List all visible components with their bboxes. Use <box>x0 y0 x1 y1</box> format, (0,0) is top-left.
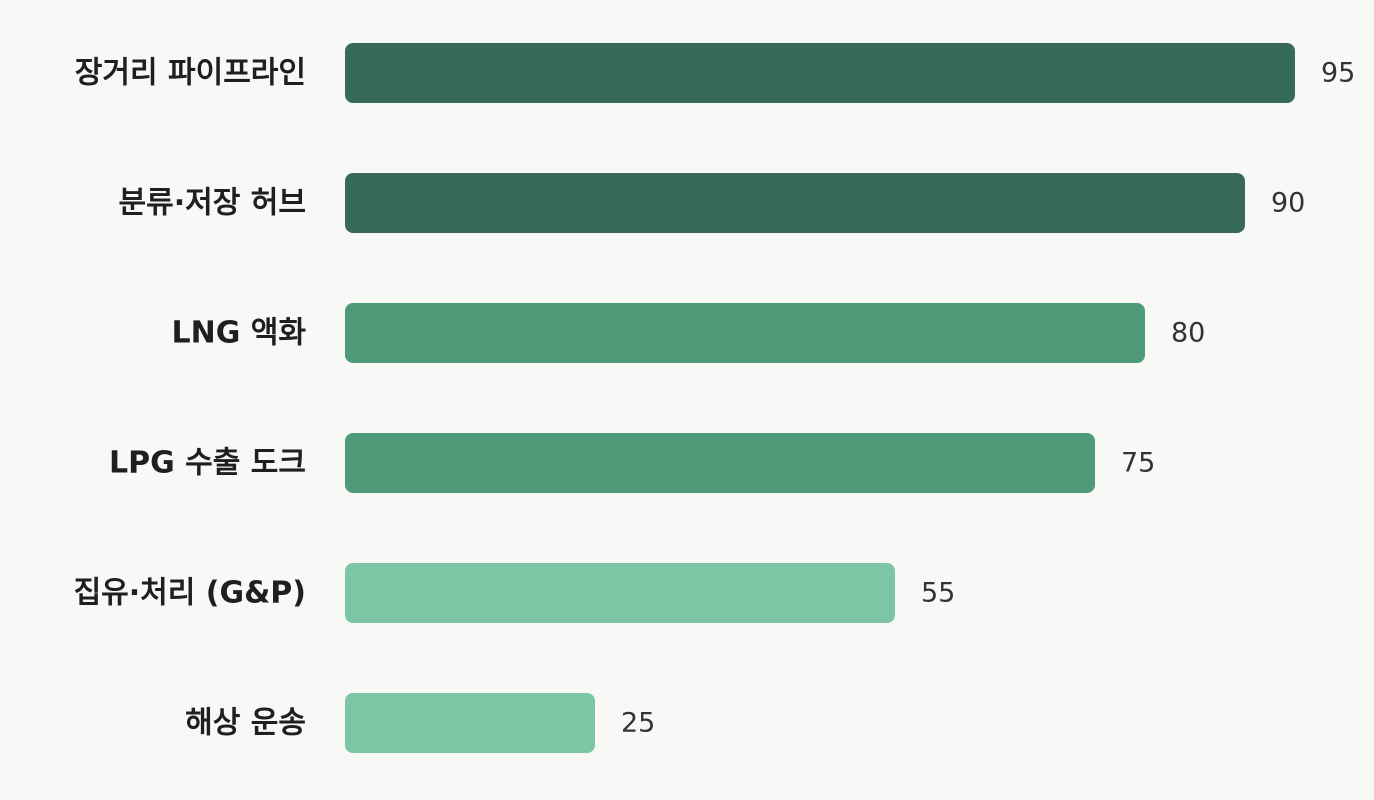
category-label-2: LNG 액화 <box>172 316 307 351</box>
category-label-0: 장거리 파이프라인 <box>75 56 306 91</box>
bar-2 <box>345 303 1145 363</box>
value-label-4: 55 <box>921 578 955 609</box>
bar-5 <box>345 693 595 753</box>
value-label-1: 90 <box>1271 188 1305 219</box>
value-label-5: 25 <box>621 708 655 739</box>
bar-4 <box>345 563 895 623</box>
category-label-3: LPG 수출 도크 <box>109 446 306 481</box>
category-label-1: 분류·저장 허브 <box>119 186 306 221</box>
category-label-5: 해상 운송 <box>185 706 306 741</box>
bar-3 <box>345 433 1095 493</box>
category-label-4: 집유·처리 (G&P) <box>74 576 306 611</box>
bar-1 <box>345 173 1245 233</box>
value-label-0: 95 <box>1321 58 1355 89</box>
value-label-2: 80 <box>1171 318 1205 349</box>
bar-0 <box>345 43 1295 103</box>
value-label-3: 75 <box>1121 448 1155 479</box>
